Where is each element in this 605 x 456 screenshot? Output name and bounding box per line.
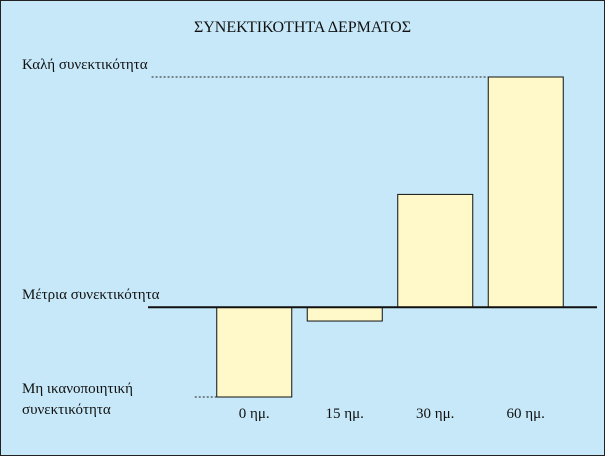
bar [487,76,564,308]
y-tick-label: Καλή συνεκτικότητα [22,57,148,73]
bar [306,306,383,322]
x-tick-label: 15 ημ. [325,406,364,422]
chart-title: ΣΥΝΕΚΤΙΚΟΤΗΤΑ ΔΕΡΜΑΤΟΣ [193,19,412,36]
bar [216,306,293,398]
x-tick-label: 0 ημ. [238,406,270,422]
bar [397,193,474,308]
x-tick-label: 30 ημ. [416,406,455,422]
y-tick-label: Μη ικανοποιητική συνεκτικότητα [22,381,133,418]
x-tick-label: 60 ημ. [506,406,545,422]
y-tick-label: Μέτρια συνεκτικότητα [22,287,160,304]
